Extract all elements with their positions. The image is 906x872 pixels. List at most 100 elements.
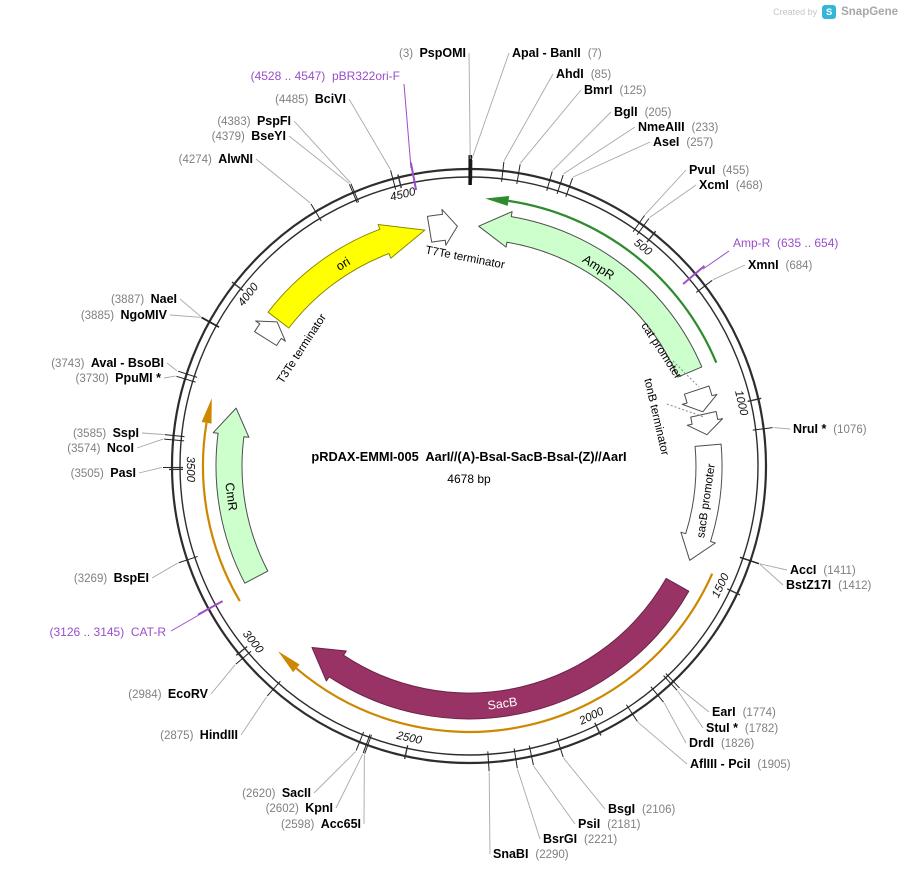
site-label[interactable]: (2602) KpnI bbox=[266, 801, 333, 815]
site-StuI[interactable]: StuI * (1782) bbox=[663, 675, 779, 735]
site-PvuI[interactable]: PvuI (455) bbox=[632, 163, 749, 233]
site-EarI[interactable]: EarI (1774) bbox=[665, 673, 776, 719]
site-label[interactable]: SnaBI (2290) bbox=[493, 847, 569, 861]
site-label[interactable]: (4383) PspFI bbox=[217, 114, 291, 128]
site-label[interactable]: AseI (257) bbox=[653, 135, 713, 149]
site-NruI[interactable]: NruI * (1076) bbox=[752, 422, 867, 436]
site-PasI[interactable]: (3505) PasI bbox=[71, 466, 184, 480]
site-label[interactable]: BmrI (125) bbox=[584, 83, 646, 97]
site-label[interactable]: (3887) NaeI bbox=[111, 292, 177, 306]
site-BmrI[interactable]: BmrI (125) bbox=[516, 83, 647, 185]
site-EcoRV[interactable]: (2984) EcoRV bbox=[128, 650, 252, 701]
site-BglI[interactable]: BglI (205) bbox=[546, 105, 672, 191]
site-label[interactable]: (3) PspOMI bbox=[399, 46, 466, 60]
site-NcoI[interactable]: (3574) NcoI bbox=[67, 438, 185, 455]
site-NaeI[interactable]: (3887) NaeI bbox=[111, 292, 220, 328]
site-label[interactable]: AhdI (85) bbox=[556, 67, 611, 81]
primer-label[interactable]: (4528 .. 4547) pBR322ori-F bbox=[251, 69, 400, 83]
site-label[interactable]: (4485) BciVI bbox=[275, 92, 346, 106]
primer-label[interactable]: (3126 .. 3145) CAT-R bbox=[50, 625, 167, 639]
site-label[interactable]: PvuI (455) bbox=[689, 163, 749, 177]
feature-T7Te-terminator[interactable]: T7Te terminator bbox=[424, 208, 506, 272]
site-label[interactable]: EarI (1774) bbox=[712, 705, 776, 719]
site-label[interactable]: ApaI - BanII (7) bbox=[512, 46, 602, 60]
feature-arc bbox=[508, 199, 718, 364]
site-PspFI[interactable]: (4383) PspFI bbox=[217, 114, 360, 203]
site-AflIIIPciI[interactable]: AflIII - PciI (1905) bbox=[626, 704, 791, 771]
feature-SacB[interactable]: SacB bbox=[311, 577, 690, 720]
scale-tick-label: 4000 bbox=[236, 281, 262, 309]
site-BspEI[interactable]: (3269) BspEI bbox=[74, 555, 198, 585]
site-label[interactable]: StuI * (1782) bbox=[706, 721, 778, 735]
site-SnaBI[interactable]: SnaBI (2290) bbox=[487, 751, 569, 861]
site-NmeAIII[interactable]: NmeAIII (233) bbox=[556, 120, 719, 195]
site-label[interactable]: (3585) SspI bbox=[73, 426, 139, 440]
feature-cassette-arc-1[interactable] bbox=[278, 573, 714, 734]
site-label[interactable]: (3743) AvaI - BsoBI bbox=[51, 356, 164, 370]
site-BstZ17I[interactable]: BstZ17I (1412) bbox=[739, 557, 872, 592]
site-ApaIBanII[interactable]: ApaI - BanII (7) bbox=[471, 46, 602, 181]
site-leader bbox=[169, 314, 201, 318]
site-tick bbox=[201, 316, 220, 328]
site-label[interactable]: (3574) NcoI bbox=[67, 441, 134, 455]
site-AlwNI[interactable]: (4274) AlwNI bbox=[179, 152, 322, 222]
plasmid-title: pRDAX-EMMI-005 AarI//(A)-BsaI-SacB-BsaI-… bbox=[311, 449, 627, 464]
site-BseYI[interactable]: (4379) BseYI bbox=[212, 129, 358, 203]
site-label[interactable]: (3730) PpuMI * bbox=[76, 371, 162, 385]
feature-sacB-promoter[interactable]: sacB promoter bbox=[680, 443, 723, 561]
site-leader bbox=[138, 467, 163, 474]
site-BsrGI[interactable]: BsrGI (2221) bbox=[513, 748, 617, 846]
site-AhdI[interactable]: AhdI (85) bbox=[501, 67, 612, 182]
site-XcmI[interactable]: XcmI (468) bbox=[636, 178, 763, 235]
primer-CAT-R[interactable]: (3126 .. 3145) CAT-R bbox=[50, 600, 224, 639]
site-label[interactable]: (4274) AlwNI bbox=[179, 152, 253, 166]
site-SspI[interactable]: (3585) SspI bbox=[73, 426, 185, 440]
primer-Amp-R[interactable]: Amp-R (635 .. 654) bbox=[682, 236, 838, 285]
site-label[interactable]: (4379) BseYI bbox=[212, 129, 286, 143]
site-label[interactable]: DrdI (1826) bbox=[689, 736, 754, 750]
site-AvaIBsoBI[interactable]: (3743) AvaI - BsoBI bbox=[51, 356, 198, 378]
site-label[interactable]: BstZ17I (1412) bbox=[786, 578, 872, 592]
site-label[interactable]: NruI * (1076) bbox=[793, 422, 867, 436]
site-label[interactable]: (2984) EcoRV bbox=[128, 687, 208, 701]
site-label[interactable]: BsrGI (2221) bbox=[543, 832, 617, 846]
feature-AmpR-gene[interactable] bbox=[485, 196, 718, 364]
site-label[interactable]: AflIII - PciI (1905) bbox=[690, 757, 791, 771]
site-label[interactable]: BsgI (2106) bbox=[608, 802, 675, 816]
feature-cassette-arc-2[interactable] bbox=[201, 398, 241, 602]
site-label[interactable]: (2620) SacII bbox=[242, 786, 311, 800]
site-XmnI[interactable]: XmnI (684) bbox=[696, 258, 813, 293]
feature-CmR[interactable]: CmR bbox=[212, 407, 269, 584]
site-label[interactable]: (3505) PasI bbox=[71, 466, 136, 480]
site-KpnI[interactable]: (2602) KpnI bbox=[266, 734, 371, 815]
site-tick bbox=[310, 203, 322, 222]
site-BciVI[interactable]: (4485) BciVI bbox=[275, 92, 397, 190]
site-AccI[interactable]: AccI (1411) bbox=[739, 556, 856, 577]
site-NgoMIV[interactable]: (3885) NgoMIV bbox=[81, 308, 220, 328]
site-Acc65I[interactable]: (2598) Acc65I bbox=[281, 734, 372, 831]
site-label[interactable]: (3269) BspEI bbox=[74, 571, 149, 585]
site-PspOMI[interactable]: (3) PspOMI bbox=[399, 46, 471, 181]
site-label[interactable]: PsiI (2181) bbox=[578, 817, 641, 831]
site-AseI[interactable]: AseI (257) bbox=[565, 135, 714, 198]
site-label[interactable]: (2598) Acc65I bbox=[281, 817, 361, 831]
site-label[interactable]: (3885) NgoMIV bbox=[81, 308, 168, 322]
feature-ori[interactable]: ori bbox=[267, 224, 426, 329]
site-label[interactable]: XmnI (684) bbox=[748, 258, 813, 272]
primer-pBR322ori-F[interactable]: (4528 .. 4547) pBR322ori-F bbox=[251, 69, 418, 191]
primer-label[interactable]: Amp-R (635 .. 654) bbox=[733, 236, 838, 250]
site-PsiI[interactable]: PsiI (2181) bbox=[528, 745, 641, 831]
feature-arc-arrowhead bbox=[278, 651, 300, 673]
site-label[interactable]: XcmI (468) bbox=[699, 178, 763, 192]
site-DrdI[interactable]: DrdI (1826) bbox=[650, 686, 755, 750]
site-label[interactable]: BglI (205) bbox=[614, 105, 672, 119]
site-label[interactable]: (2875) HindIII bbox=[160, 728, 238, 742]
site-label[interactable]: AccI (1411) bbox=[790, 563, 856, 577]
site-label[interactable]: NmeAIII (233) bbox=[638, 120, 719, 134]
site-BsgI[interactable]: BsgI (2106) bbox=[556, 737, 675, 816]
site-SacII[interactable]: (2620) SacII bbox=[242, 731, 365, 800]
site-tick bbox=[632, 215, 645, 233]
site-PpuMI[interactable]: (3730) PpuMI * bbox=[76, 371, 196, 385]
feature-label: CmR bbox=[222, 482, 240, 512]
site-HindIII[interactable]: (2875) HindIII bbox=[160, 680, 281, 742]
